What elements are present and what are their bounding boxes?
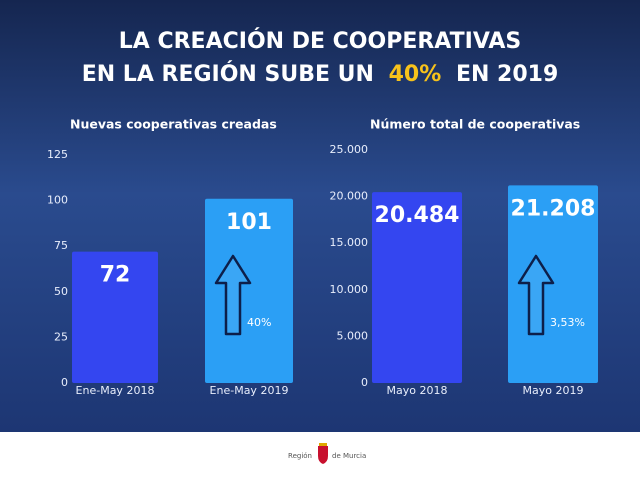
annotation: 3,53% bbox=[550, 316, 585, 329]
value-label: 20.484 bbox=[375, 203, 460, 228]
title-part: EN 2019 bbox=[456, 62, 558, 87]
title-part: EN LA REGIÓN SUBE UN bbox=[82, 61, 374, 87]
x-tick-label: Mayo 2018 bbox=[387, 384, 448, 397]
title-line: LA CREACIÓN DE COOPERATIVAS bbox=[119, 28, 521, 54]
x-tick-label: Ene-May 2019 bbox=[210, 384, 289, 397]
x-tick-label: Ene-May 2018 bbox=[76, 384, 155, 397]
y-tick-label: 0 bbox=[361, 376, 368, 389]
title-line: EN LA REGIÓN SUBE UN 40% EN 2019 bbox=[82, 61, 559, 87]
arrow-icon bbox=[214, 254, 252, 336]
y-tick-label: 20.000 bbox=[330, 190, 369, 203]
y-tick-label: 25 bbox=[54, 330, 68, 343]
y-tick-label: 125 bbox=[47, 148, 68, 161]
value-label: 72 bbox=[100, 263, 131, 288]
y-tick-label: 5.000 bbox=[337, 329, 369, 342]
value-label: 21.208 bbox=[511, 196, 596, 221]
y-tick-label: 25.000 bbox=[330, 143, 369, 156]
bar bbox=[72, 251, 158, 383]
chart-title: Número total de cooperativas bbox=[370, 117, 580, 132]
value-label: 101 bbox=[226, 210, 272, 235]
bar bbox=[205, 198, 293, 383]
y-tick-label: 15.000 bbox=[330, 236, 369, 249]
footer-text: de Murcia bbox=[332, 452, 366, 460]
annotation: 40% bbox=[247, 316, 271, 329]
y-tick-label: 100 bbox=[47, 194, 68, 207]
chart-title: Nuevas cooperativas creadas bbox=[70, 117, 277, 132]
title-highlight: 40% bbox=[389, 62, 442, 87]
arrow-icon bbox=[517, 254, 555, 336]
crown-icon bbox=[319, 443, 327, 446]
shield-icon bbox=[318, 446, 328, 464]
y-tick-label: 0 bbox=[61, 376, 68, 389]
footer-text: Región bbox=[288, 452, 312, 460]
bar bbox=[372, 192, 462, 383]
y-tick-label: 10.000 bbox=[330, 283, 369, 296]
x-tick-label: Mayo 2019 bbox=[523, 384, 584, 397]
y-tick-label: 50 bbox=[54, 285, 68, 298]
y-tick-label: 75 bbox=[54, 239, 68, 252]
